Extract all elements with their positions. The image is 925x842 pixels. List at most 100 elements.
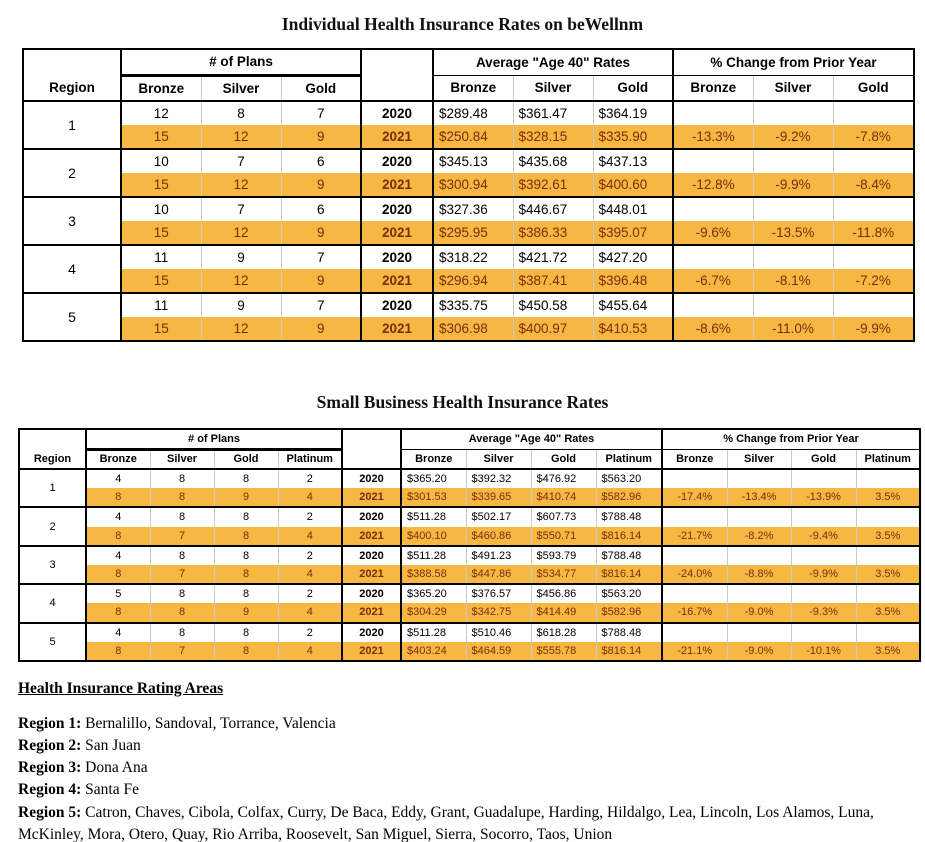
plans-cell: 11: [120, 292, 201, 317]
plans-cell: 10: [120, 148, 201, 173]
plans-cell: 8: [213, 564, 278, 585]
rate-cell: $464.59: [465, 641, 531, 661]
plans-cell: 8: [85, 603, 150, 623]
change-cell: -9.4%: [790, 526, 856, 546]
year-cell: 2020: [360, 244, 433, 269]
change-cell: -9.0%: [726, 641, 791, 661]
region-definition-text: San Juan: [81, 737, 141, 755]
change-cell: [661, 544, 727, 565]
region-cell: 1: [19, 467, 86, 508]
change-cell: -9.9%: [790, 564, 856, 585]
plans-cell: 2: [277, 467, 342, 489]
change-cell: -21.7%: [661, 526, 727, 546]
table-row: 15 12 9 2021 $295.95 $386.33 $395.07 -9.6% -13.5…: [23, 221, 914, 245]
change-cell: [832, 100, 914, 125]
region-cell: 3: [19, 544, 86, 585]
region-cell: 2: [23, 148, 121, 197]
region-definition-label: Region 2:: [18, 737, 82, 755]
plans-cell: 8: [213, 621, 278, 642]
rate-cell: $421.72: [512, 244, 593, 269]
change-cell: [855, 544, 920, 565]
table-row: 8 7 8 4 2021 $403.24 $464.59 $555.78 $816.14 -21.…: [19, 641, 920, 661]
plans-cell: 2: [277, 506, 342, 527]
change-cell: -9.0%: [726, 603, 791, 623]
rate-cell: $447.86: [465, 564, 531, 585]
table-row: 3 10 7 6 2020 $327.36 $446.67 $448.01: [23, 196, 914, 245]
rate-cell: $386.33: [512, 221, 593, 245]
rate-cell: $816.14: [595, 526, 662, 546]
change-cell: -8.2%: [726, 526, 791, 546]
year-cell: 2020: [360, 100, 433, 125]
metal-header-cell: Silver: [726, 449, 791, 470]
plans-cell: 4: [277, 564, 342, 585]
plans-cell: 5: [85, 583, 150, 604]
plans-cell: 8: [213, 526, 278, 546]
metal-header-cell: Gold: [832, 75, 914, 102]
plans-cell: 7: [200, 196, 281, 221]
individual-rates-table: # of Plans Average "Age 40" Rates% Change…: [22, 48, 915, 342]
plans-cell: 9: [213, 603, 278, 623]
small-business-rates-table: # of Plans Average "Age 40" Rates% Change…: [18, 428, 921, 662]
plans-cell: 15: [120, 125, 201, 149]
change-cell: [752, 100, 833, 125]
metal-header-cell: Gold: [592, 75, 673, 102]
rate-cell: $555.78: [530, 641, 596, 661]
year-blank-cell: [341, 429, 401, 449]
change-cell: [661, 583, 727, 604]
metal-header-cell: Gold: [213, 449, 278, 470]
rate-cell: $816.14: [595, 641, 662, 661]
rate-cell: $510.46: [465, 621, 531, 642]
plans-cell: 4: [85, 467, 150, 489]
rate-cell: $295.95: [432, 221, 513, 245]
plans-cell: 8: [149, 603, 214, 623]
rate-cell: $296.94: [432, 269, 513, 293]
year-cell: 2020: [341, 621, 401, 642]
region-definition-text: Santa Fe: [81, 781, 139, 799]
change-cell: [726, 506, 791, 527]
year-header-blank-cell: [360, 75, 433, 102]
rate-cell: $788.48: [595, 506, 662, 527]
metal-header-cell: Gold: [280, 75, 361, 102]
rate-cell: $816.14: [595, 564, 662, 585]
change-cell: [752, 292, 833, 317]
rate-cell: $534.77: [530, 564, 596, 585]
year-cell: 2021: [341, 488, 401, 508]
rate-cell: $593.79: [530, 544, 596, 565]
rate-cell: $400.60: [592, 173, 673, 197]
corner-blank-cell: [23, 49, 121, 75]
plans-cell: 4: [85, 506, 150, 527]
year-header-blank-cell: [341, 449, 401, 470]
rate-cell: $511.28: [400, 506, 466, 527]
rate-cell: $365.20: [400, 467, 466, 489]
plans-cell: 8: [213, 583, 278, 604]
year-cell: 2020: [341, 544, 401, 565]
change-cell: [832, 292, 914, 317]
rate-cell: $450.58: [512, 292, 593, 317]
region-cell: 2: [19, 506, 86, 546]
change-cell: -13.9%: [790, 488, 856, 508]
change-group-header: % Change from Prior Year: [672, 49, 914, 76]
table-row: 8 7 8 4 2021 $388.58 $447.86 $534.77 $816.14 -24.…: [19, 564, 920, 585]
metal-header-cell: Silver: [200, 75, 281, 102]
change-cell: [832, 196, 914, 221]
change-cell: [672, 244, 753, 269]
plans-cell: 8: [149, 467, 214, 489]
metal-header-cell: Silver: [512, 75, 593, 102]
plans-cell: 8: [213, 641, 278, 661]
year-cell: 2020: [341, 506, 401, 527]
rate-cell: $388.58: [400, 564, 466, 585]
plans-cell: 7: [149, 641, 214, 661]
change-cell: -9.9%: [752, 173, 833, 197]
plans-cell: 12: [200, 269, 281, 293]
year-cell: 2021: [360, 317, 433, 341]
header-row: # of Plans Average "Age 40" Rates% Change…: [19, 429, 920, 451]
change-cell: -17.4%: [661, 488, 727, 508]
plans-cell: 12: [200, 173, 281, 197]
small-business-rates-title: Small Business Health Insurance Rates: [316, 392, 609, 412]
change-cell: -8.4%: [832, 173, 914, 197]
region-cell: 5: [19, 621, 86, 661]
year-cell: 2021: [341, 641, 401, 661]
change-cell: [726, 583, 791, 604]
table-row: 8 7 8 4 2021 $400.10 $460.86 $550.71 $816.14 -21.…: [19, 526, 920, 546]
table-row: 4 11 9 7 2020 $318.22 $421.72 $427.20: [23, 244, 914, 293]
